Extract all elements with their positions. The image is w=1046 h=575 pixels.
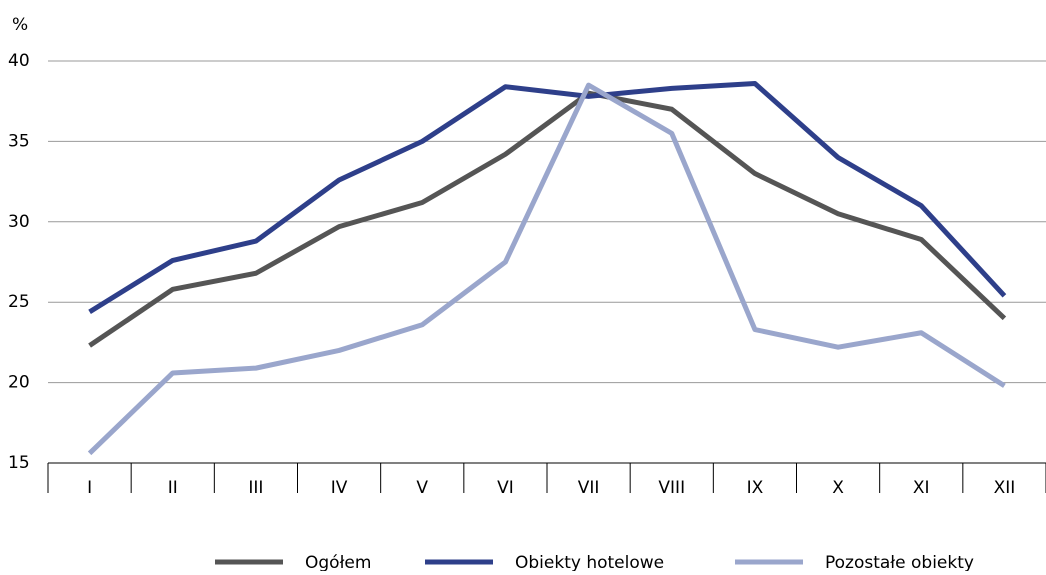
y-tick-label: 20 [8,373,30,393]
y-tick-label: 40 [8,51,30,71]
legend-label: Pozostałe obiekty [825,553,974,571]
x-tick-label: IX [747,478,764,498]
y-tick-label: 35 [8,131,30,151]
x-tick-label: II [168,478,178,498]
y-tick-label: 30 [8,212,30,232]
x-tick-label: XI [913,478,930,498]
x-tick-label: X [832,478,844,498]
x-tick-label: III [248,478,263,498]
series-line [88,90,1007,348]
x-tick-label: VII [578,478,600,498]
x-tick-label: XII [994,478,1016,498]
legend-label: Ogółem [305,553,371,571]
x-tick-label: V [416,478,428,498]
x-tick-label: VIII [658,478,685,498]
x-tick-label: VI [497,478,514,498]
x-tick-label: I [87,478,92,498]
series-line [88,81,1007,314]
y-tick-label: 15 [8,453,30,473]
y-tick-label: 25 [8,292,30,312]
x-tick-label: IV [331,478,348,498]
legend-label: Obiekty hotelowe [515,553,664,571]
series-line [87,82,1006,456]
y-axis-label: % [12,15,28,35]
